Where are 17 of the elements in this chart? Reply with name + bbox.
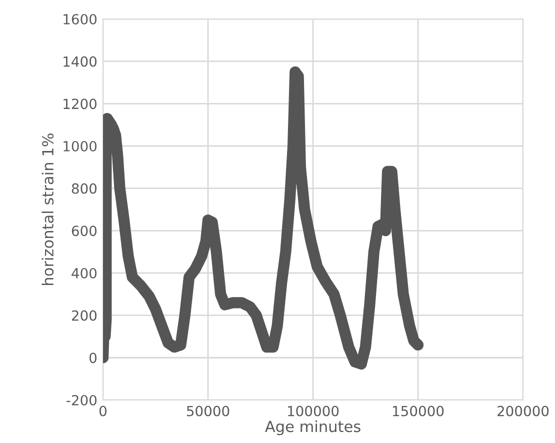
y-tick-label: 1200 (64, 98, 97, 110)
x-tick-label: 0 (99, 406, 106, 416)
y-tick-label: 200 (72, 310, 97, 321)
x-axis-title: Age minutes (264, 420, 360, 436)
y-tick-label: 1600 (64, 14, 97, 24)
y-tick-label: 1000 (64, 140, 97, 152)
y-tick-label: -200 (66, 394, 97, 406)
x-tick-label: 50000 (186, 406, 230, 416)
y-axis-title: horizontal strain 1% (42, 134, 54, 285)
y-tick-label: 600 (72, 226, 97, 236)
x-tick-label: 100000 (288, 406, 339, 416)
y-tick-label: 0 (90, 352, 97, 364)
y-tick-label: 800 (72, 183, 97, 194)
x-tick-label: 150000 (393, 406, 444, 416)
y-tick-label: 1400 (64, 56, 97, 67)
y-tick-label: 400 (72, 268, 97, 278)
x-tick-label: 200000 (498, 406, 549, 416)
